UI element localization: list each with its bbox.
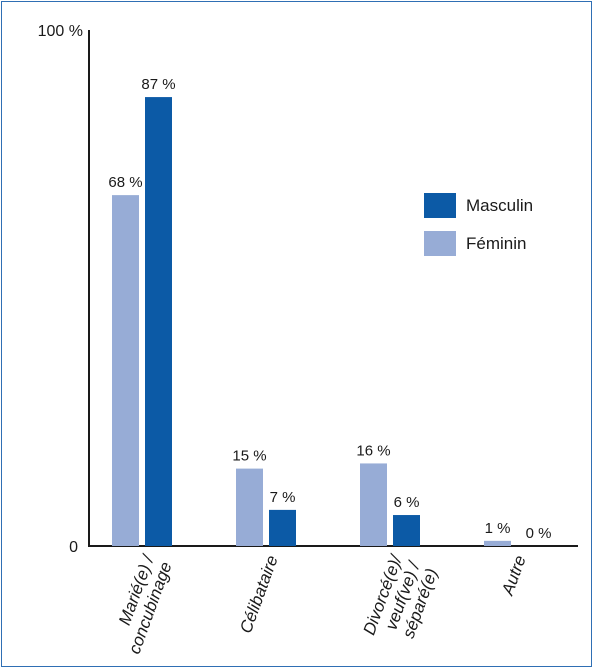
category-label-1: Marié(e) /concubinage: [107, 551, 176, 657]
legend-swatch-féminin: [424, 231, 456, 256]
bar-féminin-3: [360, 463, 387, 546]
data-label-féminin-4: 1 %: [485, 520, 511, 537]
data-label-féminin-2: 15 %: [232, 448, 266, 465]
legend-label-féminin: Féminin: [466, 234, 526, 253]
bar-féminin-4: [484, 540, 511, 546]
bar-masculin-1: [145, 97, 172, 546]
data-label-masculin-1: 87 %: [141, 76, 175, 93]
category-label-3: Divorcé(e)/veuf(ve) /séparé(e): [359, 551, 442, 651]
bar-masculin-2: [269, 509, 296, 546]
bar-féminin-2: [236, 468, 263, 546]
data-label-masculin-4: 0 %: [526, 525, 552, 542]
bar-féminin-1: [112, 195, 139, 546]
data-label-féminin-1: 68 %: [108, 174, 142, 191]
y-tick-label-top: 100 %: [38, 23, 83, 40]
bar-masculin-3: [393, 515, 420, 546]
data-label-masculin-2: 7 %: [270, 489, 296, 506]
data-label-masculin-3: 6 %: [394, 494, 420, 511]
data-label-féminin-3: 16 %: [356, 442, 390, 459]
category-label-4: Autre: [498, 553, 530, 599]
category-label-2: Célibataire: [236, 553, 282, 636]
legend-swatch-masculin: [424, 193, 456, 218]
y-tick-label-bottom: 0: [69, 539, 78, 556]
legend-label-masculin: Masculin: [466, 196, 533, 215]
